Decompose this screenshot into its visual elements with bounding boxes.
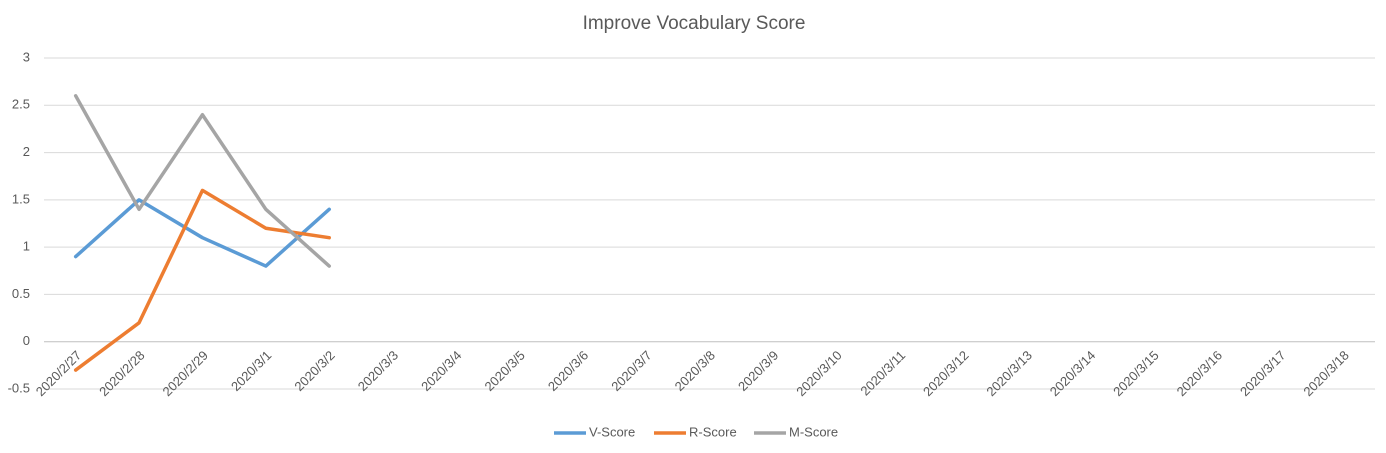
x-tick-label: 2020/3/14 bbox=[1047, 348, 1099, 400]
x-tick-label: 2020/3/3 bbox=[355, 348, 401, 394]
legend-label: V-Score bbox=[589, 424, 635, 439]
y-tick-label: 1.5 bbox=[12, 191, 30, 206]
y-tick-label: 0.5 bbox=[12, 286, 30, 301]
y-tick-label: 1 bbox=[23, 239, 30, 254]
chart-title: Improve Vocabulary Score bbox=[583, 13, 806, 34]
x-tick-label: 2020/3/18 bbox=[1300, 348, 1352, 400]
x-tick-label: 2020/3/9 bbox=[735, 348, 781, 394]
series-line bbox=[73, 198, 331, 268]
y-tick-label: 0 bbox=[23, 333, 30, 348]
x-tick-label: 2020/3/13 bbox=[983, 348, 1035, 400]
x-tick-label: 2020/3/2 bbox=[291, 348, 337, 394]
x-tick-label: 2020/2/27 bbox=[33, 348, 85, 400]
x-tick-label: 2020/3/5 bbox=[482, 348, 528, 394]
y-tick-label: 2 bbox=[23, 144, 30, 159]
legend-label: R-Score bbox=[689, 424, 737, 439]
y-tick-label: -0.5 bbox=[8, 380, 30, 395]
x-tick-label: 2020/3/10 bbox=[793, 348, 845, 400]
y-tick-label: 2.5 bbox=[12, 97, 30, 112]
x-tick-label: 2020/2/28 bbox=[96, 348, 148, 400]
x-tick-label: 2020/3/16 bbox=[1174, 348, 1226, 400]
x-tick-label: 2020/2/29 bbox=[159, 348, 211, 400]
y-tick-label: 3 bbox=[23, 49, 30, 64]
series-line bbox=[73, 188, 331, 372]
x-tick-label: 2020/3/7 bbox=[608, 348, 654, 394]
x-tick-label: 2020/3/6 bbox=[545, 348, 591, 394]
x-tick-label: 2020/3/17 bbox=[1237, 348, 1289, 400]
x-tick-label: 2020/3/4 bbox=[418, 348, 464, 394]
x-tick-label: 2020/3/12 bbox=[920, 348, 972, 400]
x-tick-label: 2020/3/8 bbox=[672, 348, 718, 394]
x-tick-label: 2020/3/15 bbox=[1110, 348, 1162, 400]
x-tick-label: 2020/3/11 bbox=[857, 348, 908, 399]
x-tick-label: 2020/3/1 bbox=[228, 348, 274, 394]
legend-label: M-Score bbox=[789, 424, 838, 439]
series-line bbox=[73, 94, 331, 268]
